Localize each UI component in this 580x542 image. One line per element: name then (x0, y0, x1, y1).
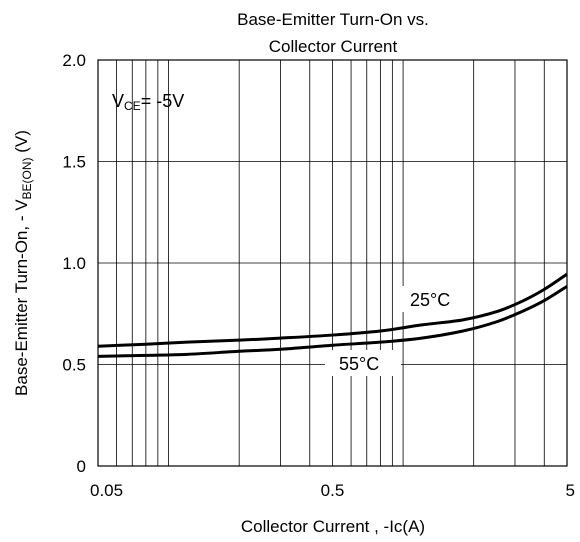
series-lines (97, 272, 568, 358)
x-tick-label-1: 0.5 (321, 481, 345, 500)
series-line-1 (97, 285, 568, 358)
label-backdrop-55c (325, 350, 401, 376)
chart-title-line1: Base-Emitter Turn-On vs. (237, 10, 429, 29)
y-tick-label-2: 1.0 (62, 254, 86, 273)
x-tick-label-0: 0.05 (90, 481, 123, 500)
vce-annotation: VCE= -5V (112, 91, 184, 113)
grid (98, 60, 567, 466)
series-line-0 (97, 272, 568, 348)
x-axis-label: Collector Current , -Ic(A) (241, 517, 425, 536)
y-tick-label-4: 2.0 (62, 51, 86, 70)
series-label-55c: 55°C (339, 354, 379, 374)
series-label-25c: 25°C (410, 290, 450, 310)
x-tick-label-2: 5 (566, 481, 575, 500)
y-axis-label: Base-Emitter Turn-On, - VBE(ON) (V) (12, 130, 34, 396)
y-tick-label-0: 0 (77, 457, 86, 476)
tick-labels: 0 0.5 1.0 1.5 2.0 0.05 0.5 5 (62, 51, 575, 500)
chart-title-line2: Collector Current (269, 37, 398, 56)
y-tick-label-3: 1.5 (62, 153, 86, 172)
y-tick-label-1: 0.5 (62, 356, 86, 375)
label-backdrop-25c (402, 286, 464, 312)
plot-frame (97, 59, 568, 467)
